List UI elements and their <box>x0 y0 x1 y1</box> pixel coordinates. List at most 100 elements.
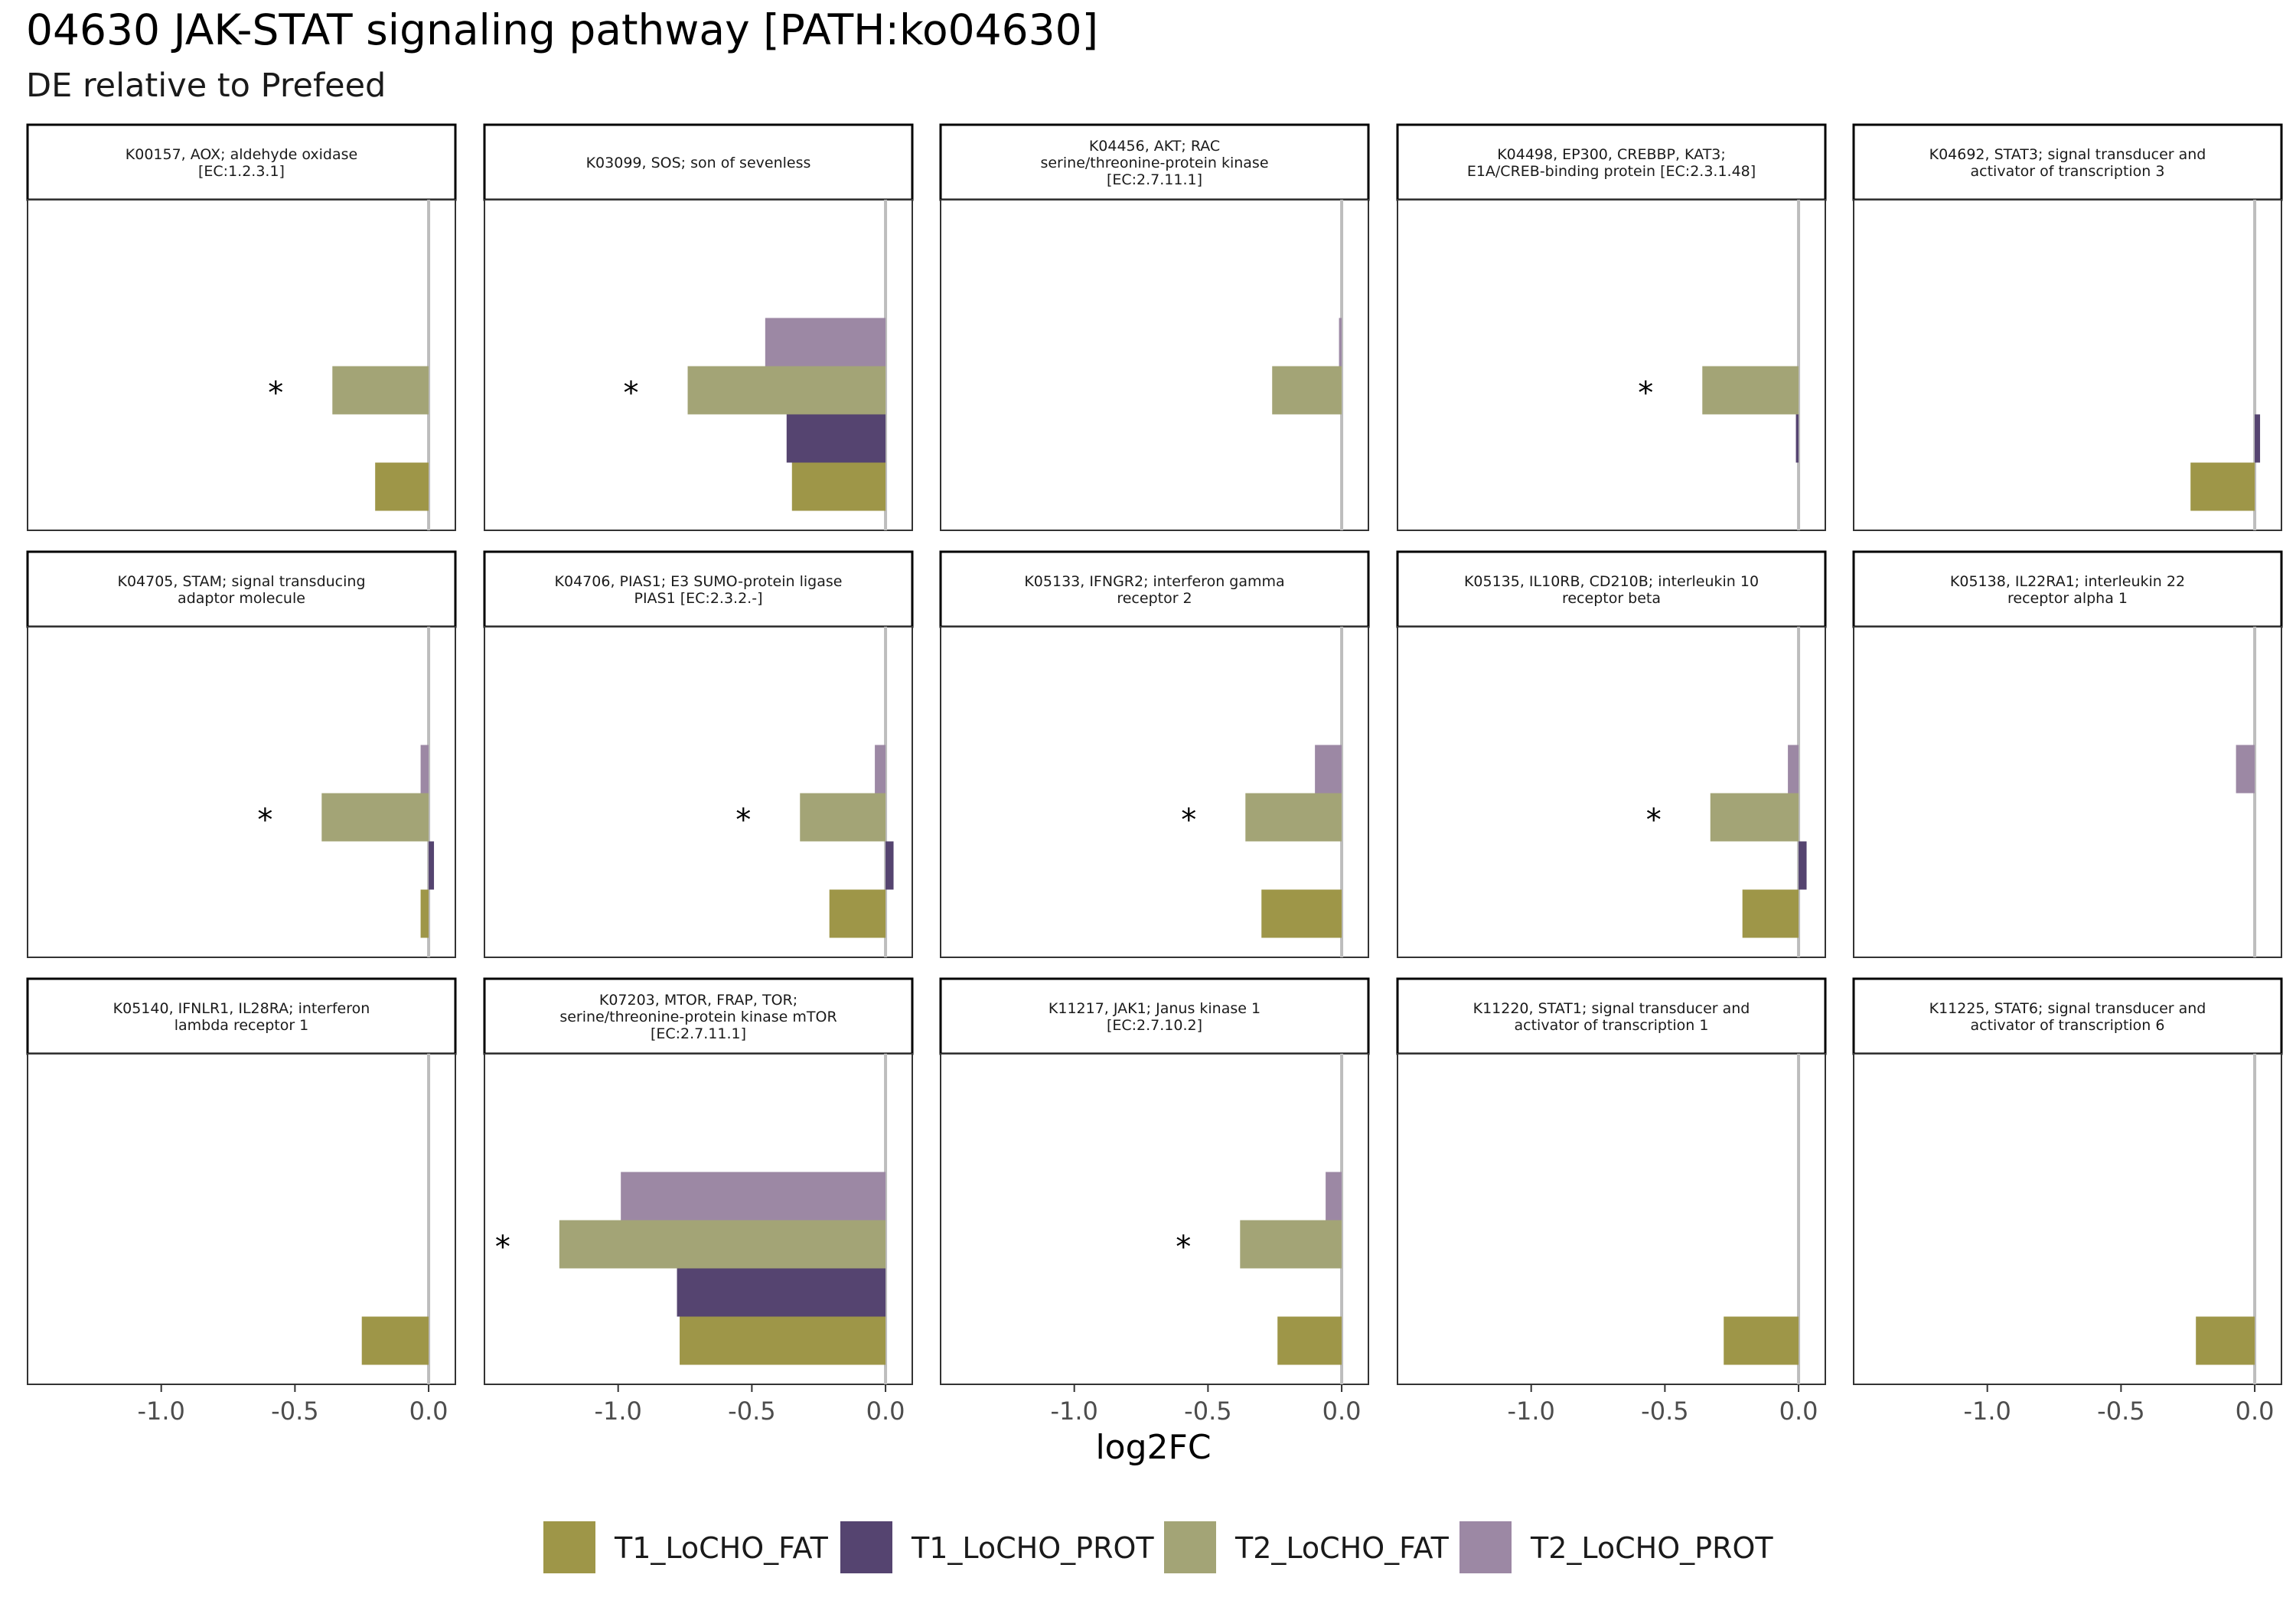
facet-panels: K00157, AOX; aldehyde oxidase [EC:1.2.3.1… <box>26 123 2283 1426</box>
bar-T2_LoCHO_PROT <box>1339 318 1342 367</box>
facet-panel: K04498, EP300, CREBBP, KAT3; E1A/CREB-bin… <box>1396 123 1827 531</box>
facet-panel: K05135, IL10RB, CD210B; interleukin 10 re… <box>1396 550 1827 958</box>
bar-T1_LoCHO_PROT <box>429 841 435 890</box>
significance-marker: * <box>1646 803 1662 838</box>
bar-T1_LoCHO_FAT <box>2190 462 2255 511</box>
facet-strip-label: K04692, STAT3; signal transducer and acti… <box>1929 146 2206 180</box>
facet-strip-label: K05138, IL22RA1; interleukin 22 receptor … <box>1950 573 2185 607</box>
bar-T1_LoCHO_FAT <box>1261 889 1342 938</box>
bar-T1_LoCHO_PROT <box>786 414 886 463</box>
legend-label: T2_LoCHO_FAT <box>1234 1531 1450 1565</box>
legend-label: T1_LoCHO_FAT <box>614 1531 829 1565</box>
bar-T1_LoCHO_PROT <box>1799 841 1807 890</box>
panel-plot-area <box>1397 199 1826 531</box>
facet-panel: K03099, SOS; son of sevenless * <box>483 123 914 531</box>
facet-strip-label: K05140, IFNLR1, IL28RA; interferon lambda… <box>113 1000 370 1034</box>
panel-plot-area <box>1397 1053 1826 1385</box>
panel-plot-area <box>27 626 456 958</box>
significance-marker: * <box>268 376 283 411</box>
x-tick-label: -0.5 <box>271 1397 318 1426</box>
facet-strip <box>1852 550 2283 628</box>
bar-T2_LoCHO_PROT <box>1326 1172 1342 1221</box>
facet-panel: K04456, AKT; RAC serine/threonine-protein… <box>939 123 1370 531</box>
significance-marker: * <box>495 1230 510 1265</box>
facet-panel: K05133, IFNGR2; interferon gamma receptor… <box>939 550 1370 958</box>
panel-plot-area <box>940 199 1369 531</box>
facet-strip <box>1396 123 1827 201</box>
x-tick-label: -0.5 <box>1184 1397 1231 1426</box>
facet-strip <box>483 550 914 628</box>
bar-T2_LoCHO_FAT <box>1245 793 1342 842</box>
facet-strip-label: K04498, EP300, CREBBP, KAT3; E1A/CREB-bin… <box>1467 146 1756 180</box>
facet-panel: K11217, JAK1; Janus kinase 1 [EC:2.7.10.2… <box>939 977 1370 1426</box>
legend-label: T2_LoCHO_PROT <box>1530 1531 1773 1565</box>
facet-panel: K11225, STAT6; signal transducer and acti… <box>1852 977 2283 1426</box>
facet-panel: K00157, AOX; aldehyde oxidase [EC:1.2.3.1… <box>26 123 457 531</box>
legend-swatch <box>1164 1521 1216 1573</box>
significance-marker: * <box>257 803 272 838</box>
legend-label: T1_LoCHO_PROT <box>911 1531 1154 1565</box>
x-tick-label: -0.5 <box>2097 1397 2144 1426</box>
facet-strip-label: K05133, IFNGR2; interferon gamma receptor… <box>1024 573 1284 607</box>
bar-T1_LoCHO_PROT <box>885 841 894 890</box>
x-tick-label: 0.0 <box>1322 1397 1362 1426</box>
legend-item: T2_LoCHO_PROT <box>1459 1521 1773 1573</box>
facet-strip-label: K03099, SOS; son of sevenless <box>586 155 811 171</box>
facet-strip-label: K04706, PIAS1; E3 SUMO-protein ligase PIA… <box>555 573 843 607</box>
bar-T2_LoCHO_PROT <box>765 318 886 367</box>
facet-strip <box>483 123 914 201</box>
facet-strip <box>939 123 1370 201</box>
bar-T1_LoCHO_FAT <box>1724 1316 1799 1365</box>
bar-T2_LoCHO_FAT <box>687 366 886 415</box>
legend-item: T1_LoCHO_FAT <box>543 1521 829 1573</box>
facet-panel: K05138, IL22RA1; interleukin 22 receptor … <box>1852 550 2283 958</box>
bar-T2_LoCHO_FAT <box>332 366 429 415</box>
facet-panel: K11220, STAT1; signal transducer and acti… <box>1396 977 1827 1426</box>
x-tick-label: -0.5 <box>1641 1397 1688 1426</box>
bar-T1_LoCHO_FAT <box>680 1316 886 1365</box>
facet-strip <box>939 550 1370 628</box>
facet-strip <box>1852 123 2283 201</box>
bar-T2_LoCHO_FAT <box>1702 366 1799 415</box>
chart-title: 04630 JAK-STAT signaling pathway [PATH:k… <box>26 5 1098 54</box>
facet-strip <box>1396 550 1827 628</box>
x-tick-label: -1.0 <box>1507 1397 1554 1426</box>
bar-T2_LoCHO_PROT <box>875 745 886 794</box>
bar-T2_LoCHO_PROT <box>1788 745 1799 794</box>
facet-strip-label: K04456, AKT; RAC serine/threonine-protein… <box>1040 138 1268 188</box>
facet-strip-label: K00157, AOX; aldehyde oxidase [EC:1.2.3.1… <box>126 146 357 180</box>
facet-strip-label: K05135, IL10RB, CD210B; interleukin 10 re… <box>1464 573 1759 607</box>
bar-T1_LoCHO_FAT <box>361 1316 429 1365</box>
facet-strip-label: K11225, STAT6; signal transducer and acti… <box>1929 1000 2206 1034</box>
facet-strip-label: K11217, JAK1; Janus kinase 1 [EC:2.7.10.2… <box>1049 1000 1261 1034</box>
legend-swatch <box>1459 1521 1512 1573</box>
x-axis-title: log2FC <box>1095 1428 1211 1467</box>
legend-item: T2_LoCHO_FAT <box>1164 1521 1450 1573</box>
bar-T2_LoCHO_FAT <box>1272 366 1342 415</box>
bar-T2_LoCHO_FAT <box>559 1220 886 1269</box>
significance-marker: * <box>735 803 751 838</box>
bar-T2_LoCHO_PROT <box>2236 745 2255 794</box>
x-tick-label: -1.0 <box>594 1397 641 1426</box>
bar-T1_LoCHO_PROT <box>2255 414 2261 463</box>
facet-panel: K04692, STAT3; signal transducer and acti… <box>1852 123 2283 531</box>
x-tick-label: -1.0 <box>1050 1397 1097 1426</box>
bar-T2_LoCHO_PROT <box>621 1172 886 1221</box>
legend-item: T1_LoCHO_PROT <box>840 1521 1154 1573</box>
x-tick-label: -0.5 <box>728 1397 775 1426</box>
bar-T2_LoCHO_FAT <box>1240 1220 1342 1269</box>
significance-marker: * <box>624 376 639 411</box>
bar-T2_LoCHO_FAT <box>1710 793 1799 842</box>
significance-marker: * <box>1176 1230 1191 1265</box>
facet-strip-label: K07203, MTOR, FRAP, TOR; serine/threonine… <box>559 992 837 1042</box>
panel-plot-area <box>1853 626 2282 958</box>
x-tick-label: 0.0 <box>2236 1397 2275 1426</box>
x-tick-label: 0.0 <box>866 1397 905 1426</box>
x-tick-label: 0.0 <box>1779 1397 1818 1426</box>
chart-subtitle: DE relative to Prefeed <box>26 67 386 105</box>
facet-panel: K04705, STAM; signal transducing adaptor … <box>26 550 457 958</box>
bar-T1_LoCHO_PROT <box>1795 414 1799 463</box>
facet-strip <box>483 977 914 1055</box>
bar-T1_LoCHO_FAT <box>420 889 429 938</box>
